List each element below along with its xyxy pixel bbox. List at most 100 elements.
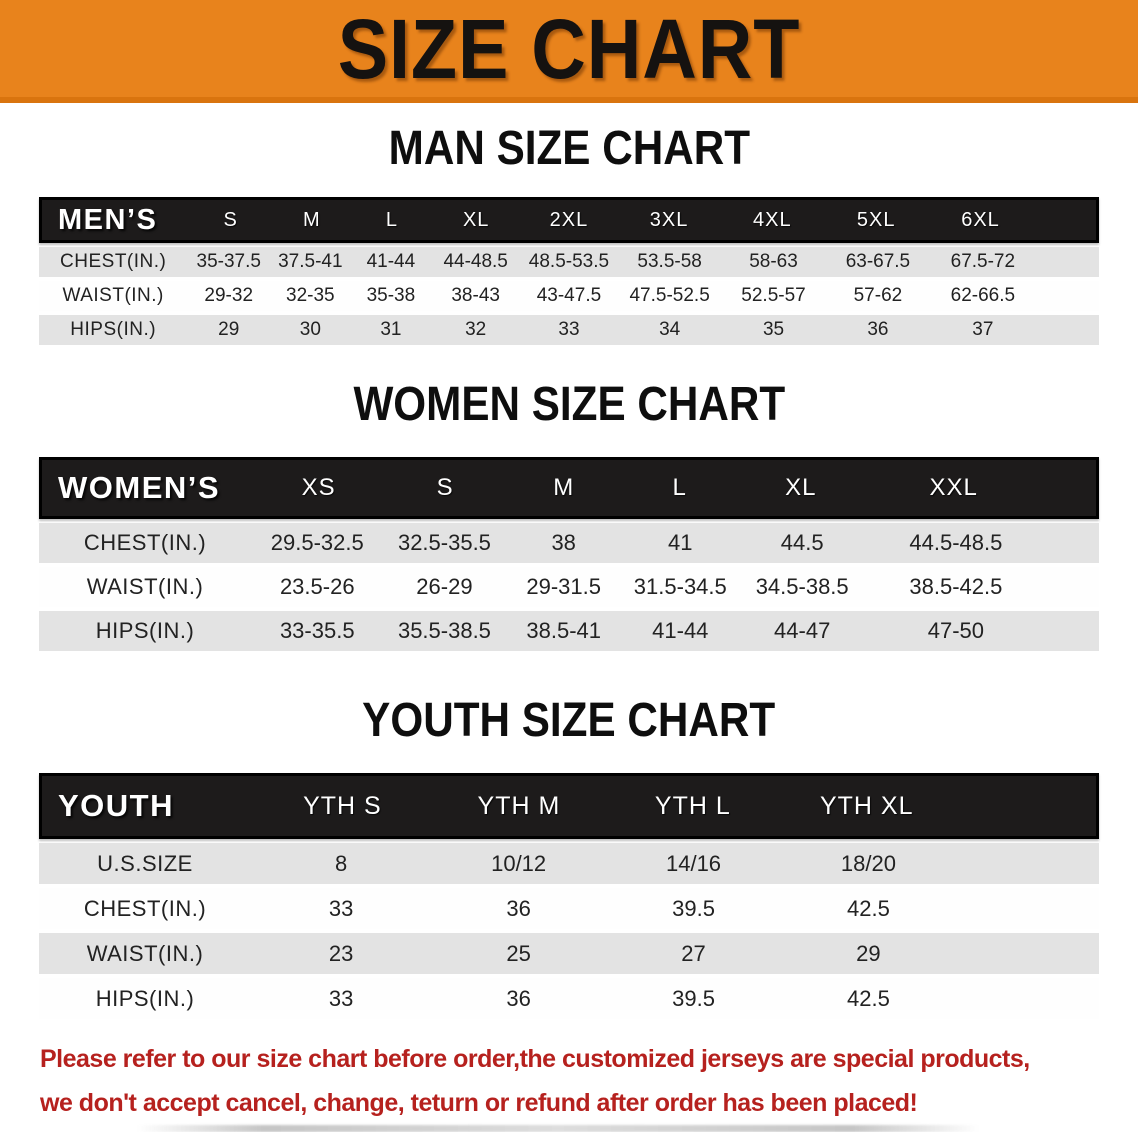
- value-cell: 29-31.5: [526, 574, 601, 599]
- table-header-label: MEN’S: [58, 203, 158, 236]
- value-cell: 62-66.5: [950, 285, 1016, 306]
- value-cell: 29-32: [204, 285, 254, 306]
- size-column-header: XS: [301, 474, 336, 501]
- value-cell: 41-44: [652, 618, 709, 643]
- table-row: WAIST(IN.) 23 25 27 29: [39, 933, 1099, 974]
- table-row: WAIST(IN.) 29-32 32-35 35-38 38-43 43-47.5 47.…: [39, 281, 1099, 311]
- value-cell: 31: [380, 319, 402, 340]
- table-row: U.S.SIZE 8 10/12 14/16 18/20: [39, 843, 1099, 884]
- value-cell: 35: [762, 319, 785, 340]
- value-cell: 34: [659, 319, 681, 340]
- bottom-shadow: [136, 1125, 979, 1132]
- value-cell: 37: [972, 319, 994, 340]
- size-column-header: YTH S: [303, 791, 382, 820]
- value-cell: 8: [334, 850, 348, 876]
- value-cell: 25: [506, 940, 531, 966]
- table-row: HIPS(IN.) 33 36 39.5 42.5: [39, 978, 1099, 1019]
- table-row: WAIST(IN.) 23.5-26 26-29 29-31.5 31.5-34.5 34…: [39, 567, 1099, 607]
- value-cell: 67.5-72: [950, 251, 1016, 272]
- value-cell: 36: [867, 319, 889, 340]
- value-cell: 37.5-41: [278, 251, 343, 272]
- value-cell: 52.5-57: [741, 285, 806, 306]
- value-cell: 29: [218, 319, 240, 340]
- value-cell: 33-35.5: [279, 618, 355, 643]
- value-cell: 38.5-42.5: [909, 574, 1003, 599]
- table-header-label: WOMEN’S: [58, 470, 221, 505]
- size-column-header: M: [302, 208, 321, 231]
- note-line-2: we don't accept cancel, change, teturn o…: [40, 1089, 918, 1117]
- value-cell: 18/20: [840, 850, 896, 876]
- size-column-header: XL: [785, 474, 817, 501]
- youth-section: YOUTH SIZE CHART YOUTH YTH S YTH M YTH L YTH…: [0, 697, 1138, 1019]
- row-label-cell: HIPS(IN.): [70, 319, 157, 340]
- size-column-header: S: [436, 474, 454, 501]
- value-cell: 31.5-34.5: [633, 574, 727, 599]
- row-label-cell: WAIST(IN.): [86, 574, 204, 599]
- value-cell: 44.5-48.5: [909, 530, 1003, 555]
- row-label-cell: WAIST(IN.): [86, 940, 204, 966]
- value-cell: 29.5-32.5: [270, 530, 364, 555]
- value-cell: 23.5-26: [279, 574, 355, 599]
- youth-size-table: YOUTH YTH S YTH M YTH L YTH XL U.S.SIZE 8 10/12…: [39, 773, 1099, 1019]
- value-cell: 42.5: [847, 985, 890, 1011]
- value-cell: 23: [328, 940, 354, 966]
- value-cell: 39.5: [672, 895, 715, 921]
- size-column-header: XXL: [929, 474, 978, 501]
- row-label-cell: CHEST(IN.): [83, 530, 207, 555]
- value-cell: 33: [328, 895, 354, 921]
- size-chart-banner: SIZE CHART: [0, 0, 1138, 103]
- value-cell: 47-50: [927, 618, 984, 643]
- value-cell: 44-48.5: [443, 251, 508, 272]
- value-cell: 33: [328, 985, 354, 1011]
- value-cell: 38: [551, 530, 576, 555]
- value-cell: 43-47.5: [536, 285, 602, 306]
- value-cell: 42.5: [847, 895, 890, 921]
- size-column-header: L: [385, 208, 398, 231]
- size-column-header: YTH XL: [819, 791, 914, 820]
- size-column-header: 2XL: [549, 208, 589, 231]
- value-cell: 38-43: [451, 285, 500, 306]
- youth-section-title: YOUTH SIZE CHART: [0, 697, 1138, 745]
- value-cell: 63-67.5: [845, 251, 911, 272]
- size-column-header: 5XL: [856, 208, 896, 231]
- value-cell: 38.5-41: [526, 618, 601, 643]
- row-label-cell: WAIST(IN.): [62, 285, 164, 306]
- women-section-title: WOMEN SIZE CHART: [0, 381, 1138, 429]
- row-label-cell: CHEST(IN.): [60, 251, 167, 272]
- womens-size-table: WOMEN’S XS S M L XL XXL CHEST(IN.) 29.5-32.5 32.5…: [39, 457, 1099, 651]
- footer-note: Please refer to our size chart before or…: [40, 1037, 1138, 1125]
- table-header-row: MEN’S S M L XL 2XL 3XL 4XL 5XL 6XL: [39, 197, 1099, 243]
- table-row: HIPS(IN.) 29 30 31 32 33 34 35 36 37: [39, 315, 1099, 345]
- mens-size-table: MEN’S S M L XL 2XL 3XL 4XL 5XL 6XL CHEST(IN.) 35-37…: [39, 197, 1099, 345]
- size-column-header: L: [672, 474, 687, 501]
- value-cell: 41-44: [366, 251, 416, 272]
- value-cell: 58-63: [749, 251, 798, 272]
- value-cell: 36: [506, 985, 531, 1011]
- note-line-1: Please refer to our size chart before or…: [40, 1045, 1030, 1073]
- value-cell: 30: [299, 319, 321, 340]
- table-header-row: YOUTH YTH S YTH M YTH L YTH XL: [39, 773, 1099, 839]
- value-cell: 39.5: [672, 985, 715, 1011]
- table-row: CHEST(IN.) 33 36 39.5 42.5: [39, 888, 1099, 929]
- size-column-header: 4XL: [753, 208, 792, 231]
- value-cell: 33: [558, 319, 580, 340]
- value-cell: 26-29: [416, 574, 473, 599]
- size-column-header: XL: [462, 208, 490, 231]
- row-label-cell: HIPS(IN.): [95, 985, 195, 1011]
- size-column-header: S: [223, 208, 238, 231]
- size-column-header: YTH M: [477, 791, 561, 820]
- value-cell: 44-47: [774, 618, 831, 643]
- women-section: WOMEN SIZE CHART WOMEN’S XS S M L XL XXL CHEST(…: [0, 381, 1138, 651]
- value-cell: 36: [506, 895, 531, 921]
- banner-title: SIZE CHART: [337, 1, 801, 96]
- men-section-title: MAN SIZE CHART: [0, 125, 1138, 173]
- men-section-title-text: MAN SIZE CHART: [388, 122, 750, 175]
- value-cell: 27: [681, 940, 706, 966]
- value-cell: 32: [465, 319, 487, 340]
- value-cell: 35.5-38.5: [397, 618, 491, 643]
- size-column-header: 3XL: [649, 208, 689, 231]
- value-cell: 47.5-52.5: [629, 285, 710, 306]
- value-cell: 10/12: [491, 850, 547, 876]
- table-row: CHEST(IN.) 29.5-32.5 32.5-35.5 38 41 44.5 44.5…: [39, 523, 1099, 563]
- table-header-row: WOMEN’S XS S M L XL XXL: [39, 457, 1099, 519]
